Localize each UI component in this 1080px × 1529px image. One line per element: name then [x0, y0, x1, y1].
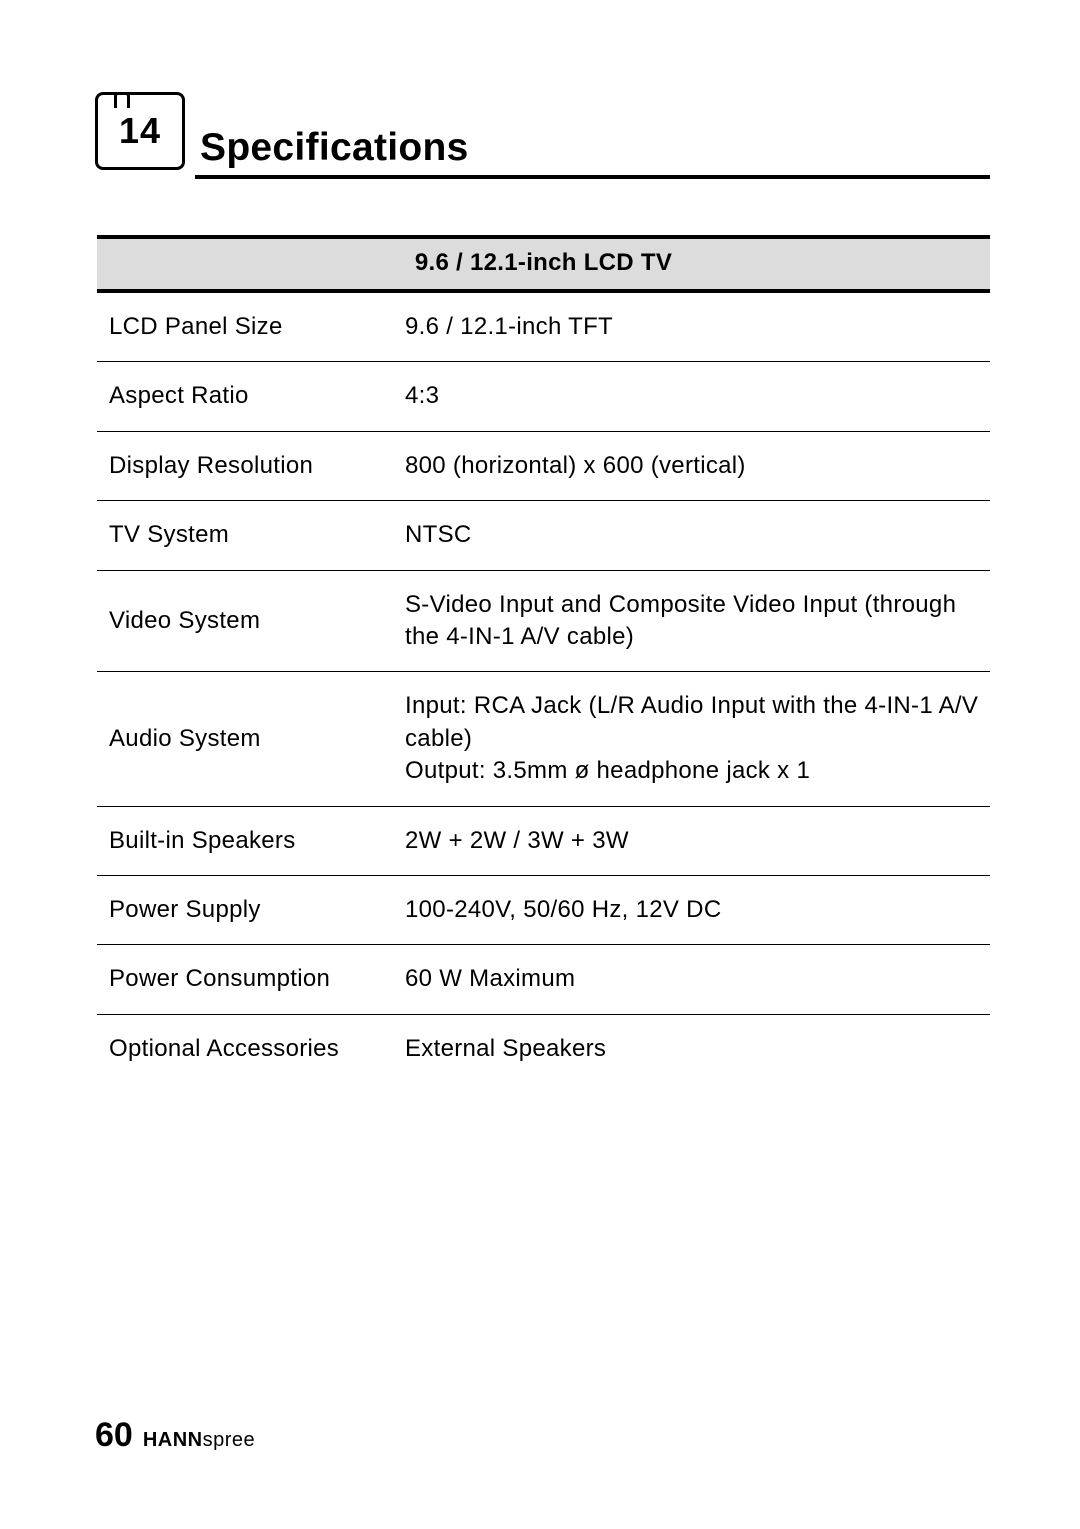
brand-light-part: spree — [203, 1429, 256, 1451]
spec-value: Input: RCA Jack (L/R Audio Input with th… — [397, 672, 990, 806]
spec-label: TV System — [97, 501, 397, 570]
spec-value: 60 W Maximum — [397, 945, 990, 1014]
table-row: Power Consumption 60 W Maximum — [97, 945, 990, 1014]
table-row: Built-in Speakers 2W + 2W / 3W + 3W — [97, 806, 990, 875]
spec-value: External Speakers — [397, 1014, 990, 1083]
spec-value: 9.6 / 12.1-inch TFT — [397, 291, 990, 362]
table-row: Optional Accessories External Speakers — [97, 1014, 990, 1083]
page-number: 60 — [95, 1416, 133, 1455]
spec-label: Display Resolution — [97, 431, 397, 500]
chapter-title: Specifications — [200, 126, 469, 170]
table-row: Video System S-Video Input and Composite… — [97, 570, 990, 672]
spec-label: Optional Accessories — [97, 1014, 397, 1083]
spec-value: 800 (horizontal) x 600 (vertical) — [397, 431, 990, 500]
chapter-number-box: 14 — [95, 92, 185, 170]
spec-value: 4:3 — [397, 362, 990, 431]
brand-bold-part: HANN — [143, 1429, 203, 1451]
table-header-row: 9.6 / 12.1-inch LCD TV — [97, 237, 990, 291]
chapter-tab-notch — [114, 92, 130, 108]
brand-logo: HANNspree — [143, 1429, 255, 1452]
table-row: LCD Panel Size 9.6 / 12.1-inch TFT — [97, 291, 990, 362]
spec-label: Power Consumption — [97, 945, 397, 1014]
spec-value: NTSC — [397, 501, 990, 570]
spec-label: Power Supply — [97, 875, 397, 944]
table-row: Display Resolution 800 (horizontal) x 60… — [97, 431, 990, 500]
table-body: LCD Panel Size 9.6 / 12.1-inch TFT Aspec… — [97, 291, 990, 1083]
page-footer: 60 HANNspree — [95, 1416, 255, 1455]
table-row: Audio System Input: RCA Jack (L/R Audio … — [97, 672, 990, 806]
spec-value: S-Video Input and Composite Video Input … — [397, 570, 990, 672]
chapter-number: 14 — [119, 110, 161, 152]
spec-label: Video System — [97, 570, 397, 672]
spec-label: Audio System — [97, 672, 397, 806]
spec-label: Built-in Speakers — [97, 806, 397, 875]
spec-label: LCD Panel Size — [97, 291, 397, 362]
table-row: Aspect Ratio 4:3 — [97, 362, 990, 431]
table-row: TV System NTSC — [97, 501, 990, 570]
table-row: Power Supply 100-240V, 50/60 Hz, 12V DC — [97, 875, 990, 944]
table-header-cell: 9.6 / 12.1-inch LCD TV — [97, 237, 990, 291]
manual-page: 14 Specifications 9.6 / 12.1-inch LCD TV… — [95, 80, 990, 1083]
spec-label: Aspect Ratio — [97, 362, 397, 431]
chapter-header: 14 Specifications — [95, 80, 990, 190]
spec-value: 100-240V, 50/60 Hz, 12V DC — [397, 875, 990, 944]
specifications-table: 9.6 / 12.1-inch LCD TV LCD Panel Size 9.… — [97, 235, 990, 1083]
chapter-underline — [195, 175, 990, 179]
spec-value: 2W + 2W / 3W + 3W — [397, 806, 990, 875]
